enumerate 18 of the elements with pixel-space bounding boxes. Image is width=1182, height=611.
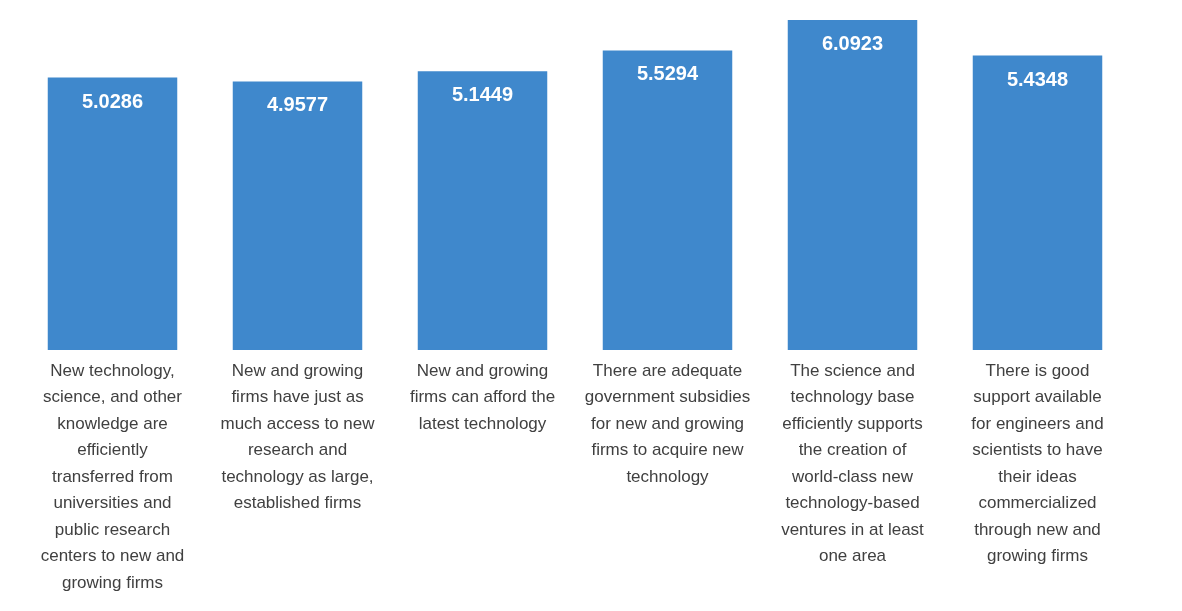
x-tick-label: There is good support available for engineers and scientists to have their ideas commercialized through new and growing firms — [971, 360, 1104, 565]
data-label: 6.0923 — [821, 32, 884, 54]
data-label: 5.1449 — [451, 83, 514, 106]
x-tick-label: New and growing firms have just as much access to new research and technology as large, established firms — [220, 360, 376, 512]
x-tick-label: The science and technology base efficiently supports the creation of world-class new technology-based ventures in at least one area — [781, 360, 925, 565]
bar — [787, 20, 918, 350]
bar — [417, 71, 548, 350]
category-label: New technology, science, and other knowledge are efficiently transferred from universities and public research centers to new and growing firms — [40, 360, 185, 592]
data-label: 5.4348 — [1006, 67, 1069, 90]
x-tick-label: There are adequate government subsidies for new and growing firms to acquire new technology — [584, 360, 751, 486]
bar — [972, 55, 1103, 350]
data-label: 5.5294 — [636, 62, 699, 85]
bar — [232, 81, 363, 350]
data-label: 4.9577 — [266, 93, 329, 116]
bar — [602, 50, 733, 350]
bar — [47, 77, 178, 350]
data-label: 5.0286 — [81, 89, 144, 112]
x-tick-label: New and growing firms can afford the latest technology — [409, 360, 556, 433]
